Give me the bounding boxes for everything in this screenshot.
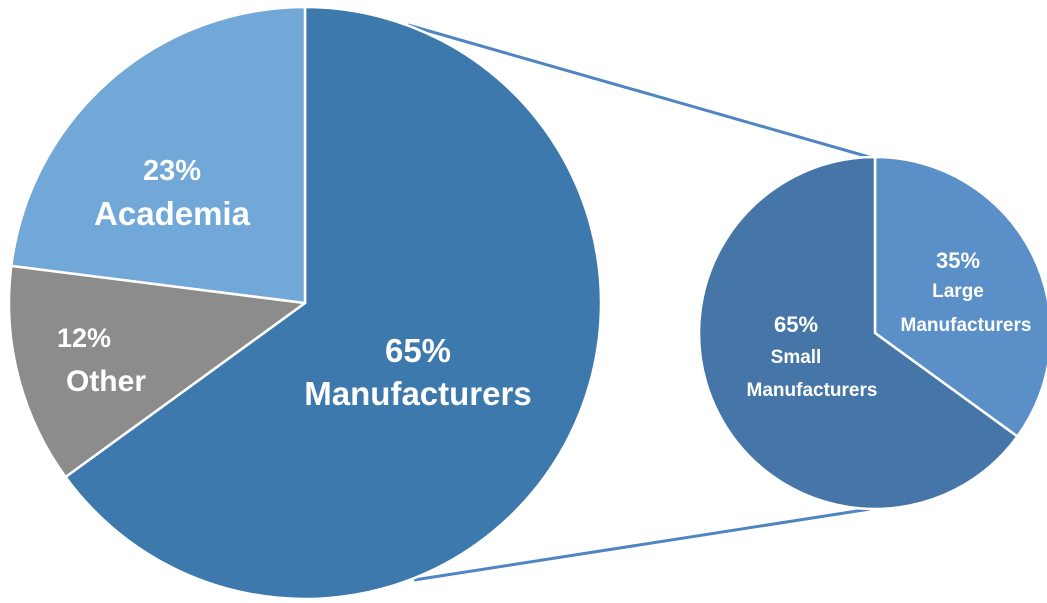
connector-line-bottom: [413, 507, 871, 582]
pie-slice-small-manufacturers: [697, 155, 1019, 511]
pie-slice-other: [7, 264, 307, 479]
label-manufacturers-name: Manufacturers: [304, 375, 531, 412]
breakdown-pie: [697, 155, 1047, 511]
main-pie: [7, 5, 603, 601]
label-large-name-line2: Manufacturers: [901, 315, 1032, 336]
label-large-percent: 35%: [936, 248, 980, 273]
label-small-percent: 65%: [774, 312, 818, 337]
connector-line-top: [407, 23, 877, 161]
label-other-percent: 12%: [57, 323, 111, 353]
label-academia-name: Academia: [94, 195, 251, 232]
pie-slice-large-manufacturers: [873, 155, 1047, 438]
pie-slice-academia: [10, 5, 307, 305]
label-manufacturers-percent: 65%: [385, 332, 451, 369]
label-academia-percent: 23%: [143, 155, 201, 187]
label-large-name: Large: [932, 281, 984, 302]
label-other-name: Other: [66, 365, 146, 398]
label-small-name: Small: [771, 347, 822, 368]
label-small-name-line2: Manufacturers: [747, 380, 878, 401]
pie-slice-manufacturers: [64, 5, 603, 601]
